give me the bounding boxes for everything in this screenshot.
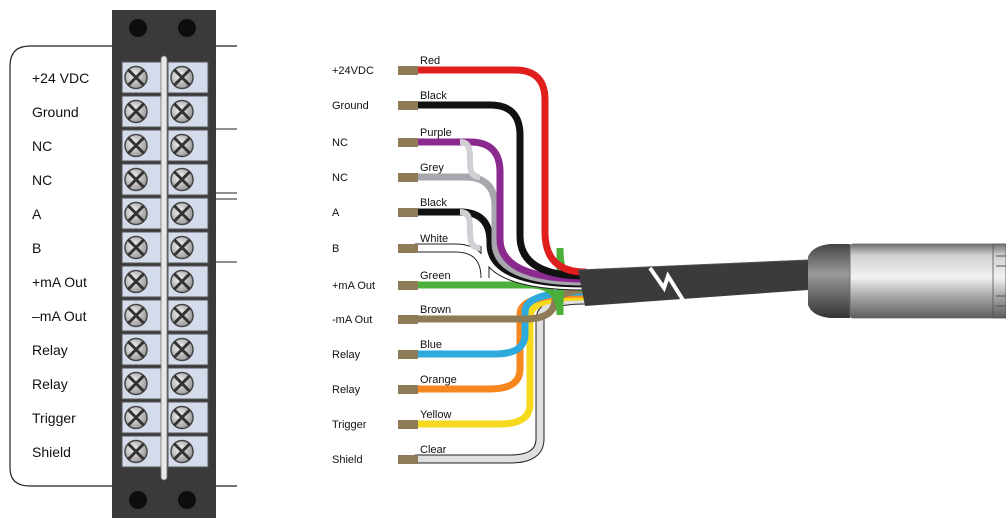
- signal-label: Relay: [332, 384, 361, 396]
- wire-ferrule: [398, 244, 418, 253]
- signal-label: B: [332, 243, 339, 255]
- wire-ferrule: [398, 101, 418, 110]
- wire-ferrule: [398, 420, 418, 429]
- signal-label: +24VDC: [332, 65, 374, 77]
- screw-slot: [127, 103, 145, 120]
- wire-color-label: Grey: [420, 162, 444, 174]
- enclosure-outline: [9, 45, 237, 487]
- screw-slot: [127, 307, 145, 324]
- wire-black: [412, 101, 589, 280]
- screw-slot: [173, 69, 191, 86]
- wire-color-label: Black: [420, 90, 447, 102]
- screw-slot: [127, 239, 145, 256]
- screw-slot: [173, 273, 191, 290]
- mounting-hole: [129, 491, 147, 509]
- wire-ferrule: [398, 66, 418, 75]
- wire-ferrule: [398, 385, 418, 394]
- terminal-label: NC: [32, 172, 52, 188]
- wire-color-label: Brown: [420, 304, 451, 316]
- wire-red: [412, 66, 589, 276]
- screw-slot: [173, 409, 191, 426]
- terminal-label: Relay: [32, 342, 68, 358]
- wire-color-label: White: [420, 233, 448, 245]
- signal-label: NC: [332, 172, 348, 184]
- signal-label: Shield: [332, 454, 363, 466]
- screw-slot: [173, 375, 191, 392]
- screw-slot: [173, 171, 191, 188]
- screw-slot: [127, 443, 145, 460]
- twisted-pair: [459, 139, 481, 180]
- terminal-label: Relay: [32, 376, 68, 392]
- screw-slot: [173, 341, 191, 358]
- screw-slot: [127, 375, 145, 392]
- wire-color-label: Clear: [420, 444, 447, 456]
- screw-slot: [127, 273, 145, 290]
- screw-slot: [127, 205, 145, 222]
- terminal-label: Trigger: [32, 410, 76, 426]
- wire-purple: [412, 138, 589, 283]
- mounting-hole: [178, 19, 196, 37]
- wire-color-label: Black: [420, 197, 447, 209]
- twisted-pair: [459, 209, 481, 251]
- terminal-labels: +24 VDC Ground NC NC A B +mA Out –mA Out Relay Re…: [32, 70, 89, 460]
- cable-jacket: [577, 259, 809, 306]
- wire-ferrule: [398, 208, 418, 217]
- wire-color-label: Green: [420, 270, 451, 282]
- screw-slot: [173, 443, 191, 460]
- cable-break-mark: [648, 266, 685, 302]
- terminal-label: NC: [32, 138, 52, 154]
- terminal-label: –mA Out: [32, 308, 87, 324]
- screw-slot: [127, 171, 145, 188]
- terminal-label: +mA Out: [32, 274, 87, 290]
- screw-slot: [127, 409, 145, 426]
- signal-label: Trigger: [332, 419, 367, 431]
- signal-label: NC: [332, 137, 348, 149]
- terminal-divider-bar: [160, 55, 168, 481]
- terminal-label: A: [32, 206, 42, 222]
- signal-label: +mA Out: [332, 280, 375, 292]
- terminal-label: +24 VDC: [32, 70, 89, 86]
- wire-color-label: Red: [420, 55, 440, 67]
- terminal-label: B: [32, 240, 41, 256]
- wire-ferrule: [398, 315, 418, 324]
- screw-slot: [173, 205, 191, 222]
- wire-harness: +24VDC Red Ground Black NC Purple NC Grey A Black…: [332, 55, 590, 466]
- screw-slot: [127, 137, 145, 154]
- screw-slot: [173, 307, 191, 324]
- screw-slot: [173, 137, 191, 154]
- mounting-hole: [178, 491, 196, 509]
- wire-color-label: Blue: [420, 339, 442, 351]
- signal-label: Relay: [332, 349, 361, 361]
- screw-slot: [127, 69, 145, 86]
- screw-slot: [173, 103, 191, 120]
- terminal-label: Ground: [32, 104, 79, 120]
- signal-label: A: [332, 207, 340, 219]
- screw-slot: [173, 239, 191, 256]
- wire-ferrule: [398, 138, 418, 147]
- wire-ferrule: [398, 350, 418, 359]
- wire-ferrule: [398, 455, 418, 464]
- terminal-block: [112, 10, 216, 518]
- screw-slot: [127, 341, 145, 358]
- wire-color-label: Yellow: [420, 409, 451, 421]
- mounting-hole: [129, 19, 147, 37]
- m12-connector: [808, 243, 1006, 319]
- wire-ferrule: [398, 173, 418, 182]
- wire-color-label: Purple: [420, 127, 452, 139]
- wire-color-label: Orange: [420, 374, 457, 386]
- signal-label: Ground: [332, 100, 369, 112]
- signal-label: -mA Out: [332, 314, 372, 326]
- wire-ferrule: [398, 281, 418, 290]
- terminal-label: Shield: [32, 444, 71, 460]
